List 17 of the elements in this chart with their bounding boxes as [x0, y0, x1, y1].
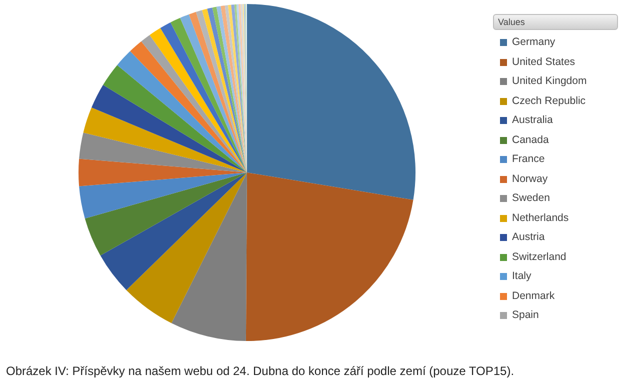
legend-label: Australia — [512, 113, 553, 128]
legend-label: Czech Republic — [512, 94, 586, 108]
legend-label: Germany — [512, 35, 556, 50]
legend-label: Canada — [512, 132, 549, 148]
legend-label: United Kingdom — [512, 74, 587, 89]
legend-label: Denmark — [512, 288, 555, 304]
legend-title: Values — [493, 14, 618, 30]
legend-label: United States — [512, 54, 576, 70]
legend-label: Austria — [512, 230, 545, 245]
legend-label: Sweden — [512, 191, 550, 206]
legend-label: Norway — [512, 172, 548, 186]
legend-label: Netherlands — [512, 210, 569, 226]
legend-label: Spain — [512, 308, 539, 323]
legend-label: France — [512, 152, 545, 167]
text: Obrázek IV: Příspěvky na našem webu od 24. Dubna do konce září podle zemí (pouze TOP15). — [6, 364, 514, 378]
legend-label: Italy — [512, 269, 532, 284]
legend-label: Switzerland — [512, 250, 566, 264]
